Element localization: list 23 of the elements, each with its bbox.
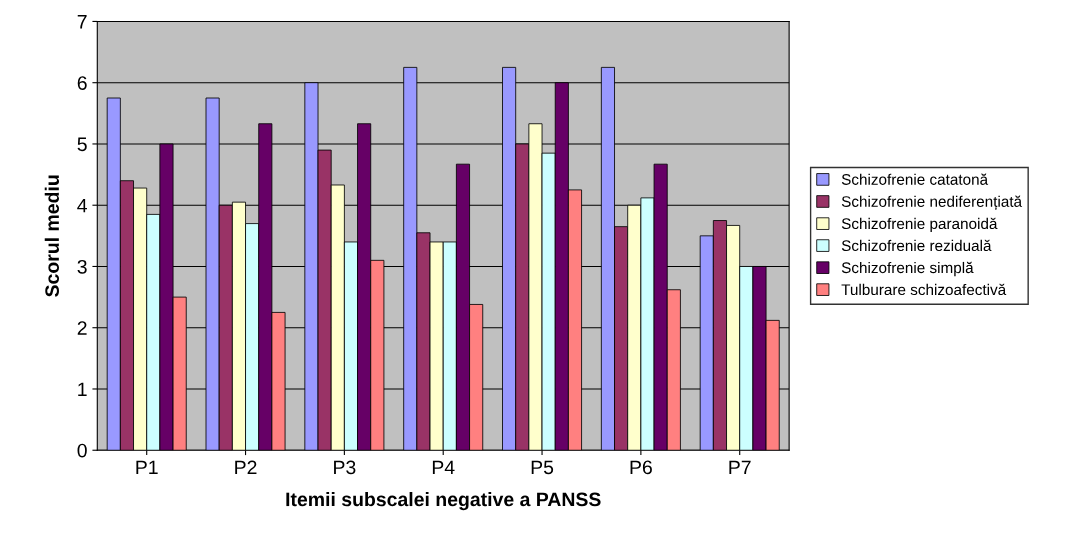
legend-label: Schizofrenie simplă bbox=[841, 261, 974, 277]
y-tick-label: 4 bbox=[77, 198, 87, 213]
legend-label: Schizofrenie paranoidă bbox=[841, 217, 998, 233]
x-tick-label: P2 bbox=[235, 460, 257, 475]
y-tick-label: 1 bbox=[78, 382, 87, 397]
y-tick-label: 2 bbox=[77, 321, 87, 335]
legend-label: Schizofrenie reziduală bbox=[841, 239, 992, 252]
y-tick-label: 6 bbox=[77, 76, 87, 90]
x-tick-label: P1 bbox=[136, 460, 158, 475]
x-tick-label: P5 bbox=[531, 460, 554, 475]
x-tick-label: P7 bbox=[729, 460, 751, 475]
x-tick-label: P6 bbox=[630, 460, 652, 475]
legend-label: Tulburare schizoafectivă bbox=[841, 283, 1007, 296]
legend-label: Schizofrenie nediferențiată bbox=[841, 195, 1023, 211]
y-tick-label: 0 bbox=[77, 443, 87, 458]
x-tick-label: P3 bbox=[334, 460, 356, 475]
y-tick-label: 7 bbox=[77, 15, 87, 29]
y-tick-label: 5 bbox=[77, 137, 87, 152]
x-tick-label: P4 bbox=[432, 460, 455, 475]
x-axis-title: Itemii subscalei negative a PANSS bbox=[286, 491, 601, 511]
y-axis-title: Scorul mediu bbox=[44, 175, 60, 297]
y-tick-label: 3 bbox=[77, 259, 87, 274]
legend-label: Schizofrenie catatonă bbox=[841, 173, 989, 185]
